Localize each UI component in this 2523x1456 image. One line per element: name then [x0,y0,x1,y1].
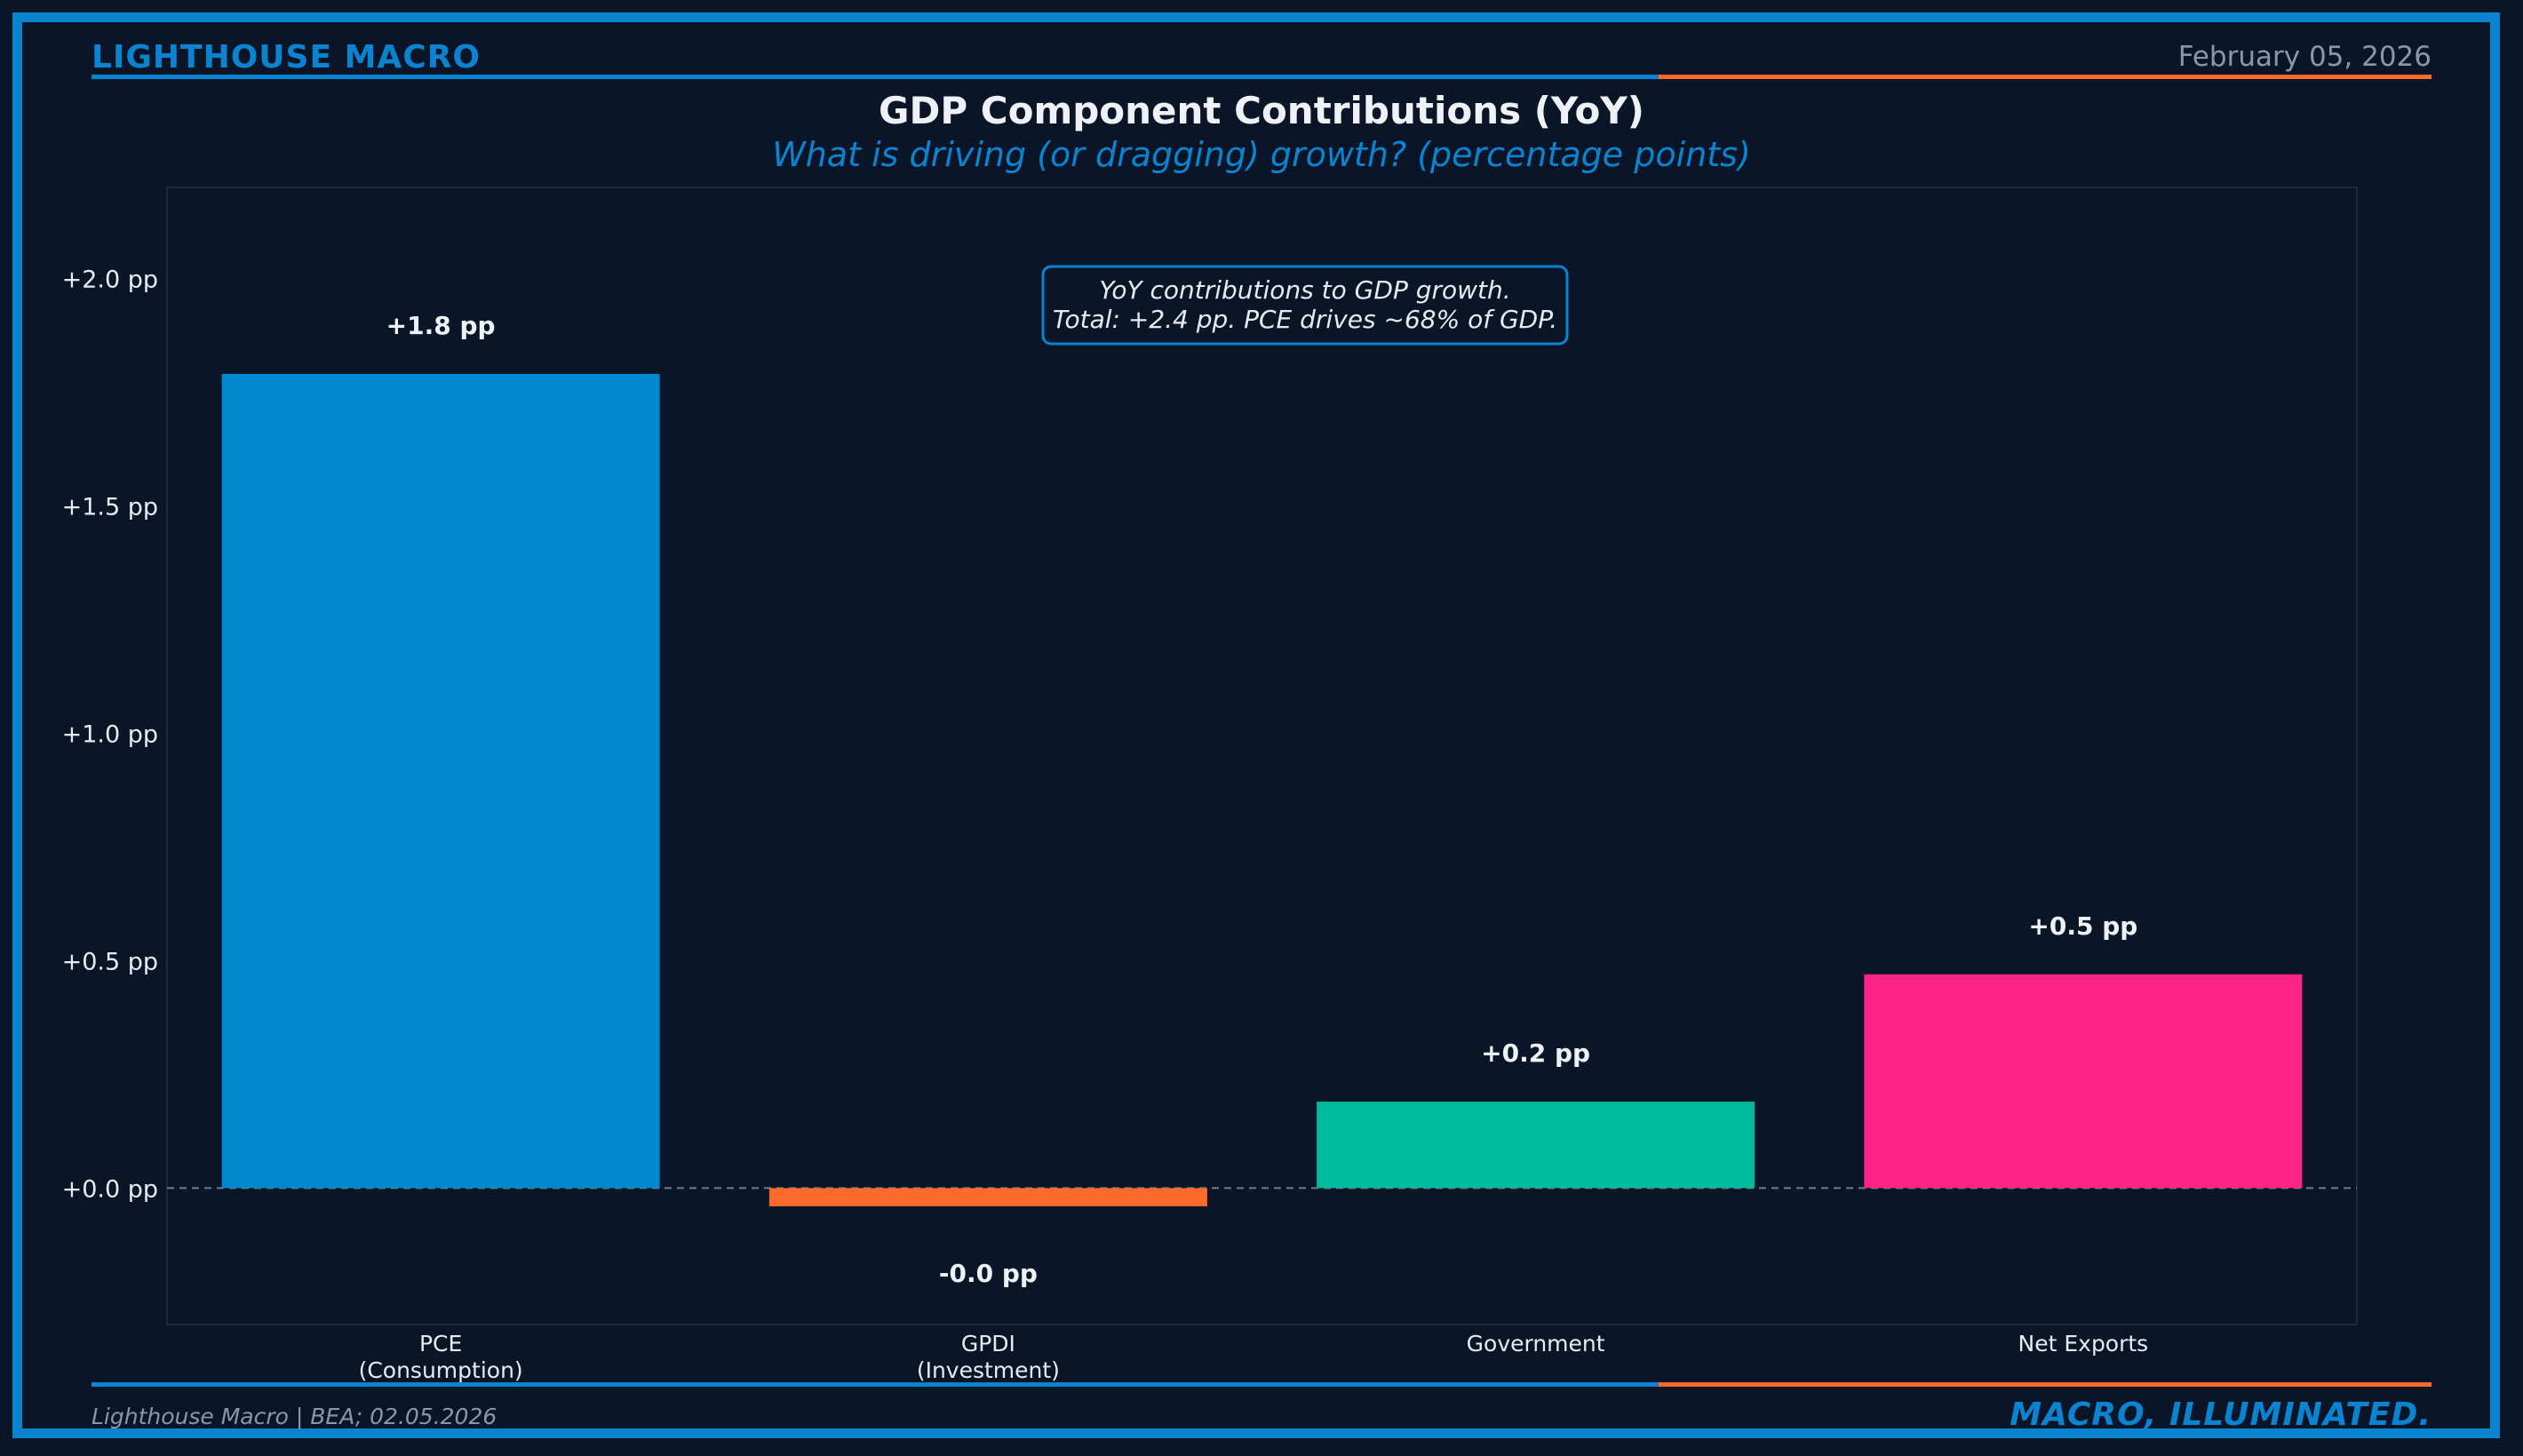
footer-rule-blue [92,1382,1659,1387]
bar [768,1188,1207,1206]
value-labels: +1.8 pp -0.0 pp +0.2 pp +0.5 pp [386,311,2138,1288]
header-rule-orange [1659,75,2431,79]
bar [1317,1102,1755,1189]
y-tick-label: +0.0 pp [62,1175,158,1203]
y-axis: +0.0 pp +0.5 pp +1.0 pp +1.5 pp +2.0 pp [62,266,158,1203]
bar-value-label: -0.0 pp [939,1259,1038,1288]
annotation-line-2: Total: +2.4 pp. PCE drives ~68% of GDP. [1053,305,1557,334]
bars [221,373,2303,1206]
x-tick-label: GPDI (Investment) [917,1331,1060,1383]
brand-title: LIGHTHOUSE MACRO [92,39,482,76]
y-tick-label: +1.0 pp [62,720,158,748]
chart-title: GDP Component Contributions (YoY) [879,89,1644,132]
footer-tagline: MACRO, ILLUMINATED. [2010,1396,2431,1433]
footer-rule-orange [1659,1382,2431,1387]
y-tick-label: +1.5 pp [62,493,158,521]
annotation-box: YoY contributions to GDP growth. Total: … [1041,265,1569,346]
y-tick-label: +0.5 pp [62,948,158,975]
bar-value-label: +0.2 pp [1481,1038,1590,1068]
header-date: February 05, 2026 [2177,41,2431,73]
bar-value-label: +1.8 pp [386,311,496,340]
x-tick-label: PCE (Consumption) [359,1331,523,1383]
footer-source: Lighthouse Macro | BEA; 02.05.2026 [92,1404,497,1429]
chart-subtitle: What is driving (or dragging) growth? (p… [772,135,1751,174]
bar-value-label: +0.5 pp [2028,911,2137,941]
header-rule-blue [92,75,1659,79]
bar [1864,974,2303,1189]
x-axis: PCE (Consumption) GPDI (Investment) Governme… [359,1331,2149,1383]
bar [221,373,660,1189]
annotation-line-1: YoY contributions to GDP growth. [1099,275,1510,305]
chart-frame [12,12,2500,1438]
y-tick-label: +2.0 pp [62,266,158,293]
annotation-box-border [1041,265,1569,346]
x-tick-label: Net Exports [2018,1331,2149,1357]
x-tick-label: Government [1467,1331,1605,1357]
